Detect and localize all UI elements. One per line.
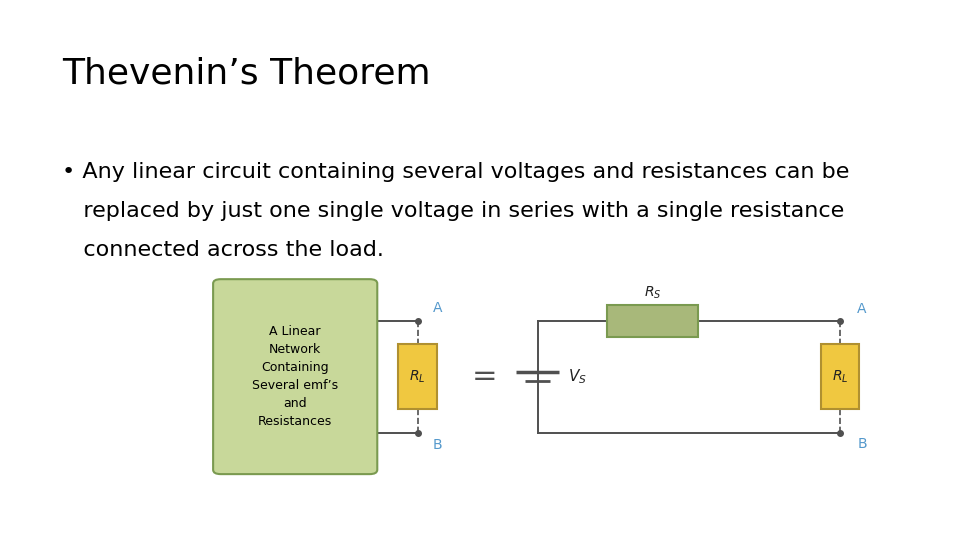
Bar xyxy=(821,345,859,409)
Text: =: = xyxy=(472,362,497,391)
Text: • Any linear circuit containing several voltages and resistances can be: • Any linear circuit containing several … xyxy=(62,162,850,182)
Text: connected across the load.: connected across the load. xyxy=(62,240,384,260)
Text: $R_L$: $R_L$ xyxy=(409,368,426,385)
Text: A: A xyxy=(857,302,867,316)
Text: B: B xyxy=(433,438,443,452)
Bar xyxy=(398,345,437,409)
Text: $R_S$: $R_S$ xyxy=(644,285,661,301)
Text: replaced by just one single voltage in series with a single resistance: replaced by just one single voltage in s… xyxy=(62,201,845,221)
Text: A: A xyxy=(433,301,443,315)
Text: A Linear
Network
Containing
Several emf’s
and
Resistances: A Linear Network Containing Several emf’… xyxy=(252,325,338,428)
Text: B: B xyxy=(857,437,867,451)
Bar xyxy=(607,305,698,337)
FancyBboxPatch shape xyxy=(213,279,377,474)
Text: Thevenin’s Theorem: Thevenin’s Theorem xyxy=(62,57,431,91)
Text: $V_S$: $V_S$ xyxy=(568,367,588,386)
Text: $R_L$: $R_L$ xyxy=(831,368,849,385)
